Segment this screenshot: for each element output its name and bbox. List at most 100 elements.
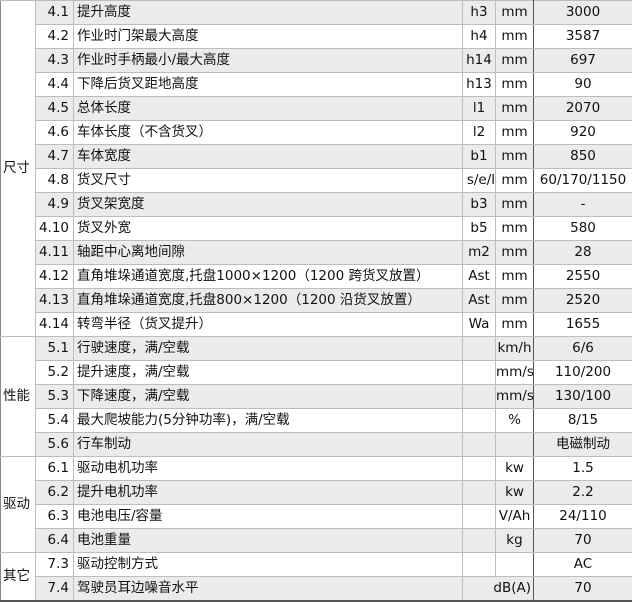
value-cell: 24/110 xyxy=(534,505,632,529)
item-number: 4.10 xyxy=(36,217,74,241)
item-number: 6.3 xyxy=(36,505,74,529)
item-number: 4.8 xyxy=(36,169,74,193)
symbol-cell: h3 xyxy=(463,1,496,25)
unit-cell: mm xyxy=(496,121,534,145)
item-description: 行驶速度，满/空载 xyxy=(74,337,463,361)
category-label: 其它 xyxy=(1,553,36,602)
value-cell: 920 xyxy=(534,121,632,145)
unit-cell: mm/s xyxy=(496,361,534,385)
item-number: 4.3 xyxy=(36,49,74,73)
item-number: 5.6 xyxy=(36,433,74,457)
unit-cell xyxy=(496,433,534,457)
symbol-cell: Wa xyxy=(463,313,496,337)
item-description: 车体宽度 xyxy=(74,145,463,169)
item-number: 6.2 xyxy=(36,481,74,505)
item-number: 4.7 xyxy=(36,145,74,169)
item-description: 转弯半径（货叉提升） xyxy=(74,313,463,337)
item-number: 6.4 xyxy=(36,529,74,553)
item-number: 4.6 xyxy=(36,121,74,145)
value-cell: 2520 xyxy=(534,289,632,313)
item-description: 作业时手柄最小/最大高度 xyxy=(74,49,463,73)
item-description: 车体长度（不含货叉） xyxy=(74,121,463,145)
symbol-cell xyxy=(463,433,496,457)
unit-cell: mm xyxy=(496,169,534,193)
value-cell: 110/200 xyxy=(534,361,632,385)
item-description: 电池重量 xyxy=(74,529,463,553)
unit-cell: mm xyxy=(496,289,534,313)
item-number: 5.1 xyxy=(36,337,74,361)
value-cell: 28 xyxy=(534,241,632,265)
unit-cell: mm xyxy=(496,1,534,25)
symbol-cell: h14 xyxy=(463,49,496,73)
symbol-cell xyxy=(463,481,496,505)
item-description: 最大爬坡能力(5分钟功率)，满/空载 xyxy=(74,409,463,433)
value-cell: AC xyxy=(534,553,632,577)
symbol-cell: l2 xyxy=(463,121,496,145)
value-cell: 2070 xyxy=(534,97,632,121)
item-number: 4.14 xyxy=(36,313,74,337)
item-description: 驾驶员耳边噪音水平 xyxy=(74,577,463,602)
category-label: 驱动 xyxy=(1,457,36,553)
item-description: 货叉外宽 xyxy=(74,217,463,241)
symbol-cell: h4 xyxy=(463,25,496,49)
item-description: 直角堆垛通道宽度,托盘1000×1200（1200 跨货叉放置） xyxy=(74,265,463,289)
item-number: 4.1 xyxy=(36,1,74,25)
item-description: 驱动电机功率 xyxy=(74,457,463,481)
value-cell: - xyxy=(534,193,632,217)
item-number: 4.13 xyxy=(36,289,74,313)
item-number: 4.4 xyxy=(36,73,74,97)
unit-cell: kw xyxy=(496,457,534,481)
value-cell: 60/170/1150 xyxy=(534,169,632,193)
symbol-cell: b5 xyxy=(463,217,496,241)
symbol-cell xyxy=(463,505,496,529)
unit-cell: km/h xyxy=(496,337,534,361)
unit-cell xyxy=(496,553,534,577)
unit-cell: mm/s xyxy=(496,385,534,409)
unit-cell: mm xyxy=(496,73,534,97)
value-cell: 1655 xyxy=(534,313,632,337)
item-description: 下降后货叉距地高度 xyxy=(74,73,463,97)
symbol-cell xyxy=(463,553,496,577)
item-number: 4.9 xyxy=(36,193,74,217)
symbol-cell xyxy=(463,385,496,409)
item-number: 4.12 xyxy=(36,265,74,289)
symbol-cell xyxy=(463,409,496,433)
unit-cell: mm xyxy=(496,217,534,241)
unit-cell: dB(A) xyxy=(463,577,534,602)
value-cell: 1.5 xyxy=(534,457,632,481)
value-cell: 3000 xyxy=(534,1,632,25)
value-cell: 70 xyxy=(534,577,632,602)
symbol-cell xyxy=(463,529,496,553)
item-description: 货叉架宽度 xyxy=(74,193,463,217)
item-description: 提升高度 xyxy=(74,1,463,25)
value-cell: 3587 xyxy=(534,25,632,49)
item-description: 行车制动 xyxy=(74,433,463,457)
unit-cell: % xyxy=(496,409,534,433)
item-description: 提升速度，满/空载 xyxy=(74,361,463,385)
unit-cell: mm xyxy=(496,145,534,169)
symbol-cell: l1 xyxy=(463,97,496,121)
item-number: 4.5 xyxy=(36,97,74,121)
value-cell: 850 xyxy=(534,145,632,169)
item-number: 4.2 xyxy=(36,25,74,49)
category-label: 尺寸 xyxy=(1,1,36,337)
unit-cell: kg xyxy=(496,529,534,553)
